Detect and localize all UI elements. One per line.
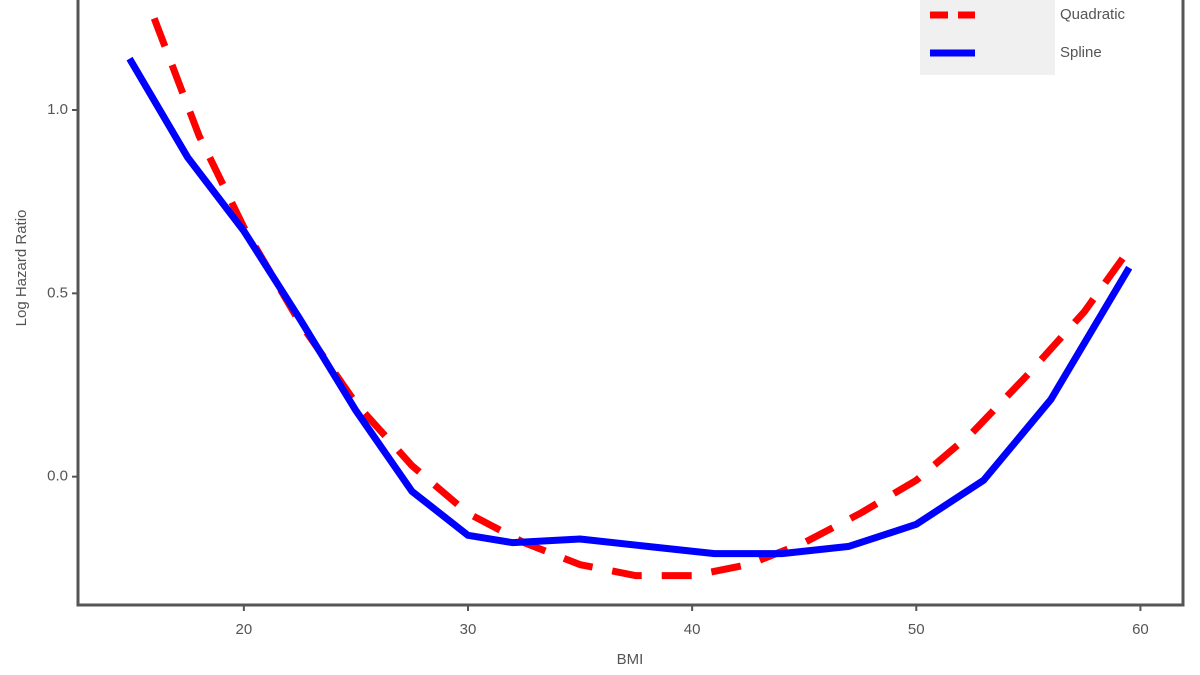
legend-box: [920, 0, 1055, 75]
line: [126, 56, 1133, 558]
x-axis-label: BMI: [617, 651, 644, 668]
x-tick-label: 20: [236, 621, 253, 638]
x-tick-label: 50: [908, 621, 925, 638]
y-tick-label: 0.5: [47, 284, 68, 301]
x-tick-label: 30: [460, 621, 477, 638]
panel: [76, 0, 1185, 607]
x-tick-label: 40: [684, 621, 701, 638]
y-tick-label: 0.0: [47, 468, 68, 485]
line: [150, 17, 1133, 580]
x-tick-label: 60: [1132, 621, 1149, 638]
legend-label: Spline: [1060, 44, 1102, 61]
y-axis-label: Log Hazard Ratio: [13, 210, 30, 327]
legend-label: Quadratic: [1060, 6, 1126, 23]
y-tick-label: 1.0: [47, 101, 68, 118]
